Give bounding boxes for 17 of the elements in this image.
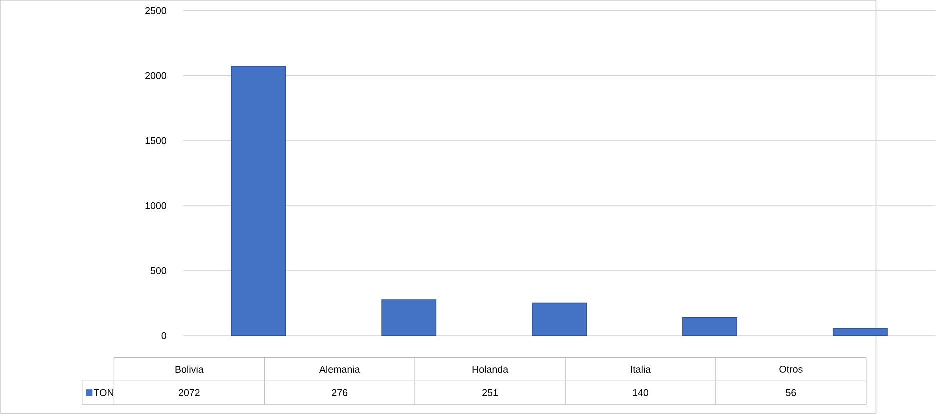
y-tick-label: 1000 bbox=[146, 202, 166, 210]
data-label: 56 bbox=[786, 389, 796, 396]
data-label: 140 bbox=[633, 389, 649, 396]
y-tick-label: 500 bbox=[150, 268, 166, 274]
legend-label: TON bbox=[94, 389, 114, 396]
x-tick-label: Alemania bbox=[319, 366, 360, 374]
y-tick-label: 0 bbox=[162, 332, 167, 340]
x-tick-label: Bolivia bbox=[176, 366, 204, 374]
data-label: 251 bbox=[482, 389, 498, 396]
x-tick-label: Otros bbox=[780, 366, 803, 373]
data-label: 276 bbox=[332, 389, 348, 396]
y-tick-label: 1500 bbox=[146, 138, 166, 144]
y-tick-label: 2500 bbox=[146, 7, 166, 14]
y-tick-label: 2000 bbox=[146, 72, 166, 80]
x-tick-label: Holanda bbox=[472, 366, 509, 374]
data-label: 2072 bbox=[179, 389, 200, 396]
x-tick-label: Italia bbox=[631, 366, 652, 374]
